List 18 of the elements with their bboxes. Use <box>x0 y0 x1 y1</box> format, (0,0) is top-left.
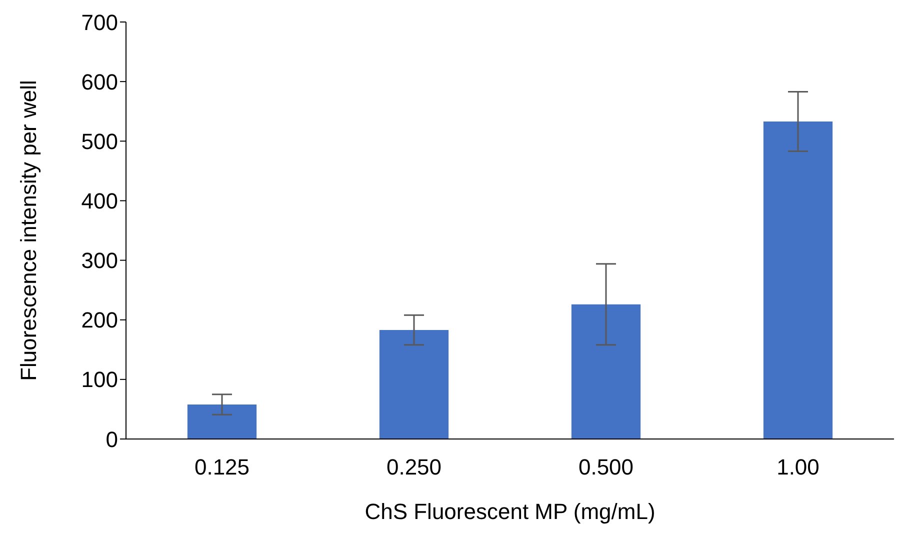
y-tick-label: 500 <box>81 128 118 154</box>
x-tick-label: 1.00 <box>776 454 820 480</box>
bar <box>187 404 257 439</box>
bar <box>379 330 449 439</box>
y-tick-label: 0 <box>106 426 118 452</box>
y-tick-label: 200 <box>81 308 118 333</box>
x-tick-label: 0.500 <box>578 454 634 480</box>
y-axis-title: Fluorescence intensity per well <box>16 80 41 381</box>
bar <box>763 121 833 439</box>
y-tick-label: 300 <box>81 248 118 274</box>
y-tick-label: 100 <box>81 367 118 392</box>
y-tick-label: 700 <box>81 10 118 35</box>
y-tick-label: 400 <box>81 188 118 214</box>
x-tick-label: 0.250 <box>386 454 442 480</box>
x-tick-label: 0.125 <box>194 454 250 480</box>
x-axis-title: ChS Fluorescent MP (mg/mL) <box>364 499 656 524</box>
y-tick-label: 600 <box>81 69 118 94</box>
bar <box>571 304 641 439</box>
